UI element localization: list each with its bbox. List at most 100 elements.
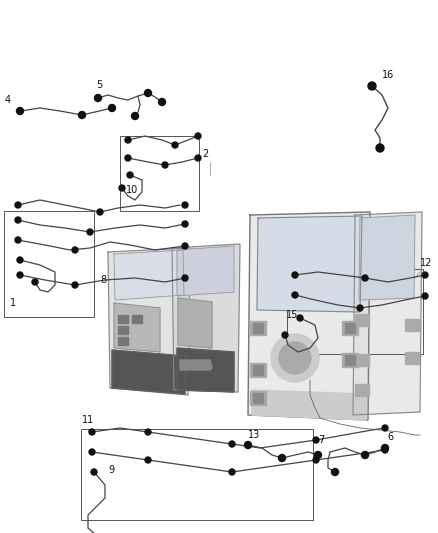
Circle shape (172, 142, 178, 148)
Circle shape (422, 272, 428, 278)
Polygon shape (177, 246, 234, 296)
Bar (342, 353, 358, 367)
Circle shape (72, 282, 78, 288)
Circle shape (229, 441, 235, 447)
Circle shape (91, 469, 97, 475)
Polygon shape (248, 212, 370, 420)
Circle shape (72, 247, 78, 253)
Text: 12: 12 (420, 258, 432, 268)
Bar (287, 269, 423, 354)
Circle shape (422, 293, 428, 299)
Bar (118, 326, 128, 334)
Text: 16: 16 (382, 70, 394, 80)
Circle shape (15, 202, 21, 208)
Circle shape (145, 90, 152, 96)
Circle shape (271, 334, 319, 382)
Text: 11: 11 (82, 415, 94, 425)
Circle shape (332, 469, 339, 475)
Bar (253, 323, 263, 333)
Circle shape (32, 279, 38, 285)
Circle shape (279, 342, 311, 374)
Bar (250, 363, 266, 377)
Text: 1: 1 (10, 298, 16, 308)
Circle shape (313, 437, 319, 443)
Circle shape (162, 162, 168, 168)
Bar (118, 337, 128, 345)
Bar (118, 315, 128, 323)
Circle shape (282, 332, 288, 338)
Bar (405, 352, 419, 364)
Circle shape (125, 137, 131, 143)
Circle shape (182, 221, 188, 227)
Polygon shape (112, 350, 185, 394)
Text: 13: 13 (248, 430, 260, 440)
Circle shape (17, 108, 24, 115)
Polygon shape (180, 360, 212, 370)
Polygon shape (114, 250, 184, 300)
Circle shape (97, 209, 103, 215)
Circle shape (382, 425, 388, 431)
Bar (345, 323, 355, 333)
Text: 7: 7 (318, 435, 324, 445)
Bar (355, 384, 369, 396)
Bar (81, 429, 313, 520)
Text: 15: 15 (286, 310, 298, 320)
Circle shape (368, 82, 376, 90)
Circle shape (182, 202, 188, 208)
Circle shape (292, 292, 298, 298)
Bar (405, 319, 419, 331)
Circle shape (109, 104, 116, 111)
Circle shape (131, 112, 138, 119)
Text: 5: 5 (96, 80, 102, 90)
Circle shape (229, 469, 235, 475)
Text: 4: 4 (5, 95, 11, 105)
Circle shape (15, 237, 21, 243)
Circle shape (15, 217, 21, 223)
Text: 10: 10 (126, 185, 138, 195)
Bar (355, 314, 369, 326)
Text: 2: 2 (202, 149, 208, 159)
Polygon shape (178, 298, 212, 348)
Bar (120, 136, 199, 211)
Circle shape (376, 144, 384, 152)
Circle shape (357, 305, 363, 311)
Circle shape (89, 449, 95, 455)
Bar (355, 354, 369, 366)
Circle shape (182, 275, 188, 281)
Polygon shape (114, 303, 160, 352)
Bar (345, 355, 355, 365)
Circle shape (182, 243, 188, 249)
Bar (250, 321, 266, 335)
Bar (132, 315, 142, 323)
Circle shape (244, 441, 251, 448)
Polygon shape (359, 215, 415, 300)
Circle shape (17, 257, 23, 263)
Polygon shape (108, 248, 190, 395)
Circle shape (125, 155, 131, 161)
Circle shape (119, 185, 125, 191)
Polygon shape (252, 390, 366, 420)
Bar (342, 321, 358, 335)
Circle shape (127, 172, 133, 178)
Bar (253, 365, 263, 375)
Circle shape (279, 455, 286, 462)
Circle shape (314, 451, 321, 458)
Circle shape (362, 275, 368, 281)
Circle shape (361, 451, 368, 458)
Circle shape (17, 272, 23, 278)
Circle shape (145, 457, 151, 463)
Circle shape (292, 272, 298, 278)
Polygon shape (172, 244, 240, 392)
Text: 8: 8 (100, 275, 106, 285)
Text: 6: 6 (387, 432, 393, 442)
Circle shape (145, 429, 151, 435)
Text: 9: 9 (108, 465, 114, 475)
Bar (253, 393, 263, 403)
Polygon shape (257, 216, 362, 312)
Circle shape (195, 133, 201, 139)
Circle shape (382, 447, 388, 453)
Circle shape (78, 111, 85, 118)
Bar (250, 391, 266, 405)
Circle shape (313, 457, 319, 463)
Circle shape (95, 94, 102, 101)
